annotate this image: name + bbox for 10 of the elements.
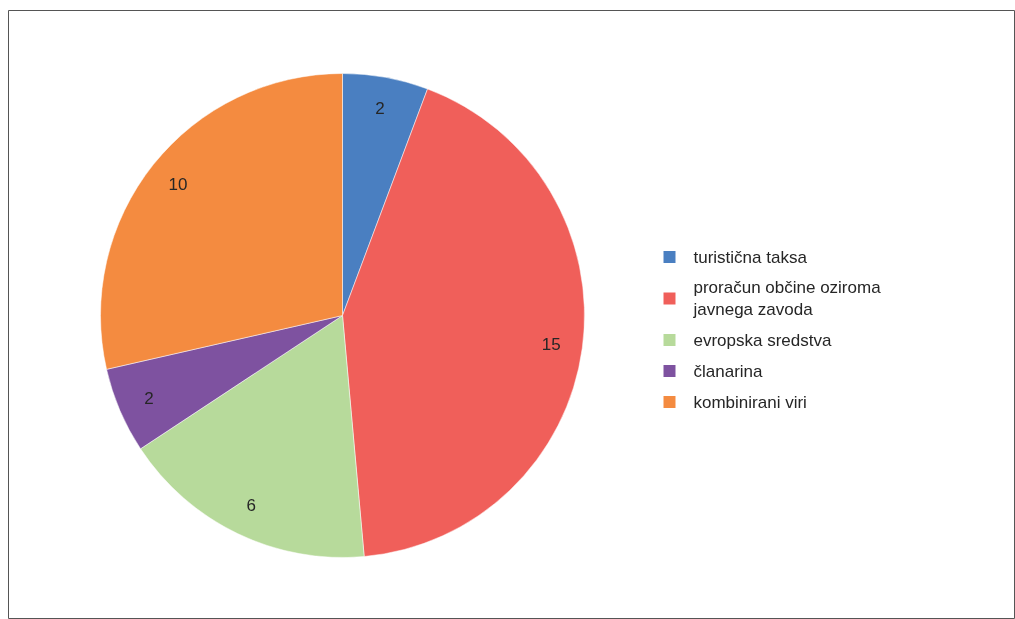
legend-label: članarina: [693, 361, 764, 381]
legend-label: proračun občine oziroma javnega zavoda: [692, 277, 882, 320]
data-label: 6: [246, 496, 256, 516]
legend-label: turistična taksa: [693, 247, 808, 267]
data-label: 2: [375, 99, 385, 119]
data-label: 2: [144, 389, 154, 409]
data-label: 15: [541, 334, 561, 354]
data-label: 10: [168, 175, 188, 195]
legend-label: kombinirani viri: [693, 392, 807, 412]
legend-label: evropska sredstva: [693, 330, 832, 350]
